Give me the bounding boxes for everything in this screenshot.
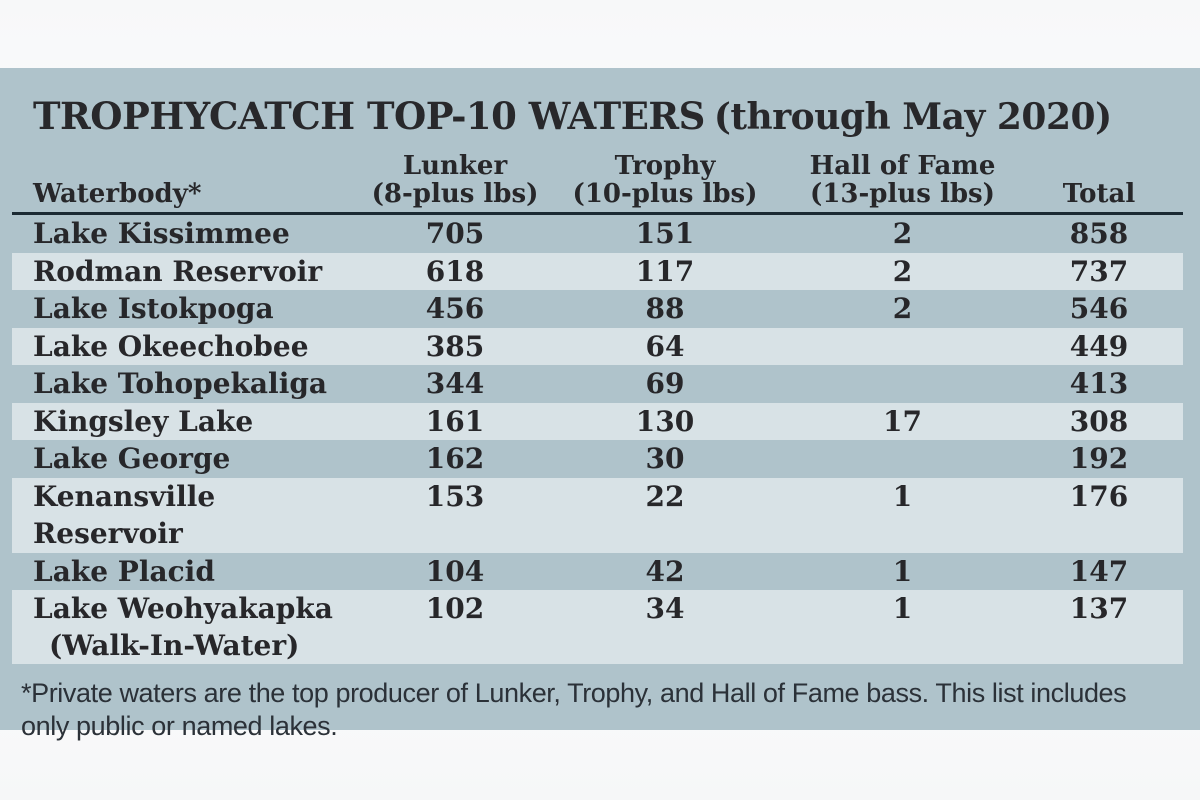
column-header-lunker: Lunker (8-plus lbs) bbox=[370, 152, 540, 208]
waterbody-name: Lake Weohyakapka bbox=[33, 592, 333, 625]
waterbody-name: Lake Okeechobee bbox=[33, 329, 309, 363]
column-header-total-label: Total bbox=[1062, 179, 1136, 209]
waterbody-name-line2: (Walk-In-Water) bbox=[49, 628, 300, 662]
total-cell: 858 bbox=[1069, 217, 1129, 250]
trophy-cell: 42 bbox=[645, 554, 685, 588]
table-row: Lake Kissimmee 705 151 2 858 bbox=[12, 215, 1183, 253]
trophy-cell: 34 bbox=[645, 592, 685, 625]
table-row: Rodman Reservoir 618 117 2 737 bbox=[12, 252, 1183, 291]
waterbody-cell: Lake Istokpoga bbox=[12, 290, 370, 328]
hall-of-fame-cell: 1 bbox=[892, 592, 913, 625]
trophy-cell: 88 bbox=[645, 292, 685, 325]
footnote: *Private waters are the top producer of … bbox=[21, 677, 1127, 741]
lunker-cell: 102 bbox=[425, 592, 485, 625]
lunker-cell: 153 bbox=[425, 479, 485, 513]
total-cell: 449 bbox=[1069, 329, 1129, 363]
lunker-cell: 385 bbox=[425, 329, 485, 363]
table: Waterbody* Lunker (8-plus lbs) Trophy (1… bbox=[12, 152, 1183, 664]
hall-of-fame-cell bbox=[790, 440, 1015, 478]
hall-of-fame-cell bbox=[790, 365, 1015, 403]
total-cell: 176 bbox=[1069, 479, 1129, 513]
total-cell: 413 bbox=[1069, 367, 1129, 400]
hall-of-fame-cell: 2 bbox=[892, 217, 913, 250]
total-cell: 308 bbox=[1069, 404, 1129, 438]
waterbody-name: Lake George bbox=[33, 442, 231, 475]
waterbody-cell: Rodman Reservoir bbox=[12, 253, 370, 291]
waterbody-name: Kingsley Lake bbox=[33, 404, 254, 438]
table-header-row: Waterbody* Lunker (8-plus lbs) Trophy (1… bbox=[12, 152, 1183, 215]
column-header-hof-line1: Hall of Fame bbox=[809, 151, 996, 181]
column-header-hall-of-fame: Hall of Fame (13-plus lbs) bbox=[790, 152, 1015, 208]
table-row: Lake Istokpoga 456 88 2 546 bbox=[12, 290, 1183, 328]
waterbody-cell: Kingsley Lake bbox=[12, 403, 370, 441]
hall-of-fame-cell: 2 bbox=[892, 254, 913, 288]
trophy-cell: 22 bbox=[645, 479, 685, 513]
total-cell: 737 bbox=[1069, 254, 1129, 288]
total-cell: 147 bbox=[1069, 554, 1129, 588]
table-row: Lake Okeechobee 385 64 449 bbox=[12, 327, 1183, 366]
table-row: Kenansville Reservoir 153 22 1 176 bbox=[12, 477, 1183, 553]
hall-of-fame-cell: 1 bbox=[892, 479, 913, 513]
lunker-cell: 618 bbox=[425, 254, 485, 288]
trophy-cell: 151 bbox=[635, 217, 695, 250]
waterbody-name: Kenansville Reservoir bbox=[33, 479, 216, 551]
lunker-cell: 162 bbox=[425, 442, 485, 475]
table-row: Lake Weohyakapka (Walk-In-Water) 102 34 … bbox=[12, 590, 1183, 664]
title-qualifier: (through May 2020) bbox=[713, 96, 1112, 138]
page-title: TROPHYCATCH TOP-10 WATERS (through May 20… bbox=[12, 94, 1183, 138]
waterbody-name: Lake Tohopekaliga bbox=[33, 367, 328, 400]
lunker-cell: 705 bbox=[425, 217, 485, 250]
trophy-cell: 69 bbox=[645, 367, 685, 400]
hall-of-fame-cell bbox=[790, 328, 1015, 366]
hall-of-fame-cell: 17 bbox=[883, 404, 922, 438]
waterbody-cell: Lake Kissimmee bbox=[12, 215, 370, 253]
trophy-cell: 64 bbox=[645, 329, 685, 363]
waterbody-cell: Lake Weohyakapka (Walk-In-Water) bbox=[12, 590, 370, 664]
trophy-cell: 130 bbox=[635, 404, 695, 438]
lunker-cell: 104 bbox=[425, 554, 485, 588]
lunker-cell: 456 bbox=[425, 292, 485, 325]
waterbody-name: Lake Istokpoga bbox=[33, 292, 274, 325]
trophycatch-table-panel: TROPHYCATCH TOP-10 WATERS (through May 20… bbox=[0, 68, 1200, 741]
column-header-lunker-line2: (8-plus lbs) bbox=[371, 179, 539, 209]
waterbody-cell: Lake Tohopekaliga bbox=[12, 365, 370, 403]
column-header-total: Total bbox=[1015, 152, 1183, 208]
table-row: Kingsley Lake 161 130 17 308 bbox=[12, 402, 1183, 441]
waterbody-cell: Lake Okeechobee bbox=[12, 328, 370, 366]
table-row: Lake Placid 104 42 1 147 bbox=[12, 553, 1183, 591]
column-header-trophy-line1: Trophy bbox=[614, 151, 716, 181]
column-header-hof-line2: (13-plus lbs) bbox=[810, 179, 995, 209]
lunker-cell: 161 bbox=[425, 404, 485, 438]
waterbody-name: Lake Kissimmee bbox=[33, 217, 290, 250]
lunker-cell: 344 bbox=[425, 367, 485, 400]
column-header-lunker-line1: Lunker bbox=[402, 151, 508, 181]
total-cell: 546 bbox=[1069, 292, 1129, 325]
waterbody-cell: Lake George bbox=[12, 440, 370, 478]
table-row: Lake George 162 30 192 bbox=[12, 440, 1183, 478]
waterbody-cell: Lake Placid bbox=[12, 553, 370, 591]
waterbody-name: Lake Placid bbox=[33, 554, 215, 588]
column-header-waterbody: Waterbody* bbox=[12, 152, 370, 208]
trophy-cell: 30 bbox=[645, 442, 685, 475]
hall-of-fame-cell: 1 bbox=[892, 554, 913, 588]
trophy-cell: 117 bbox=[635, 254, 695, 288]
waterbody-name: Rodman Reservoir bbox=[33, 254, 323, 288]
total-cell: 137 bbox=[1069, 592, 1129, 625]
title-main: TROPHYCATCH TOP-10 WATERS bbox=[33, 94, 705, 138]
column-header-trophy-line2: (10-plus lbs) bbox=[572, 179, 758, 209]
column-header-waterbody-label: Waterbody* bbox=[33, 179, 202, 209]
total-cell: 192 bbox=[1069, 442, 1129, 475]
table-body: Lake Kissimmee 705 151 2 858 Rodman Rese… bbox=[12, 215, 1183, 664]
hall-of-fame-cell: 2 bbox=[892, 292, 913, 325]
waterbody-cell: Kenansville Reservoir bbox=[12, 478, 370, 553]
table-row: Lake Tohopekaliga 344 69 413 bbox=[12, 365, 1183, 403]
column-header-trophy: Trophy (10-plus lbs) bbox=[540, 152, 790, 208]
